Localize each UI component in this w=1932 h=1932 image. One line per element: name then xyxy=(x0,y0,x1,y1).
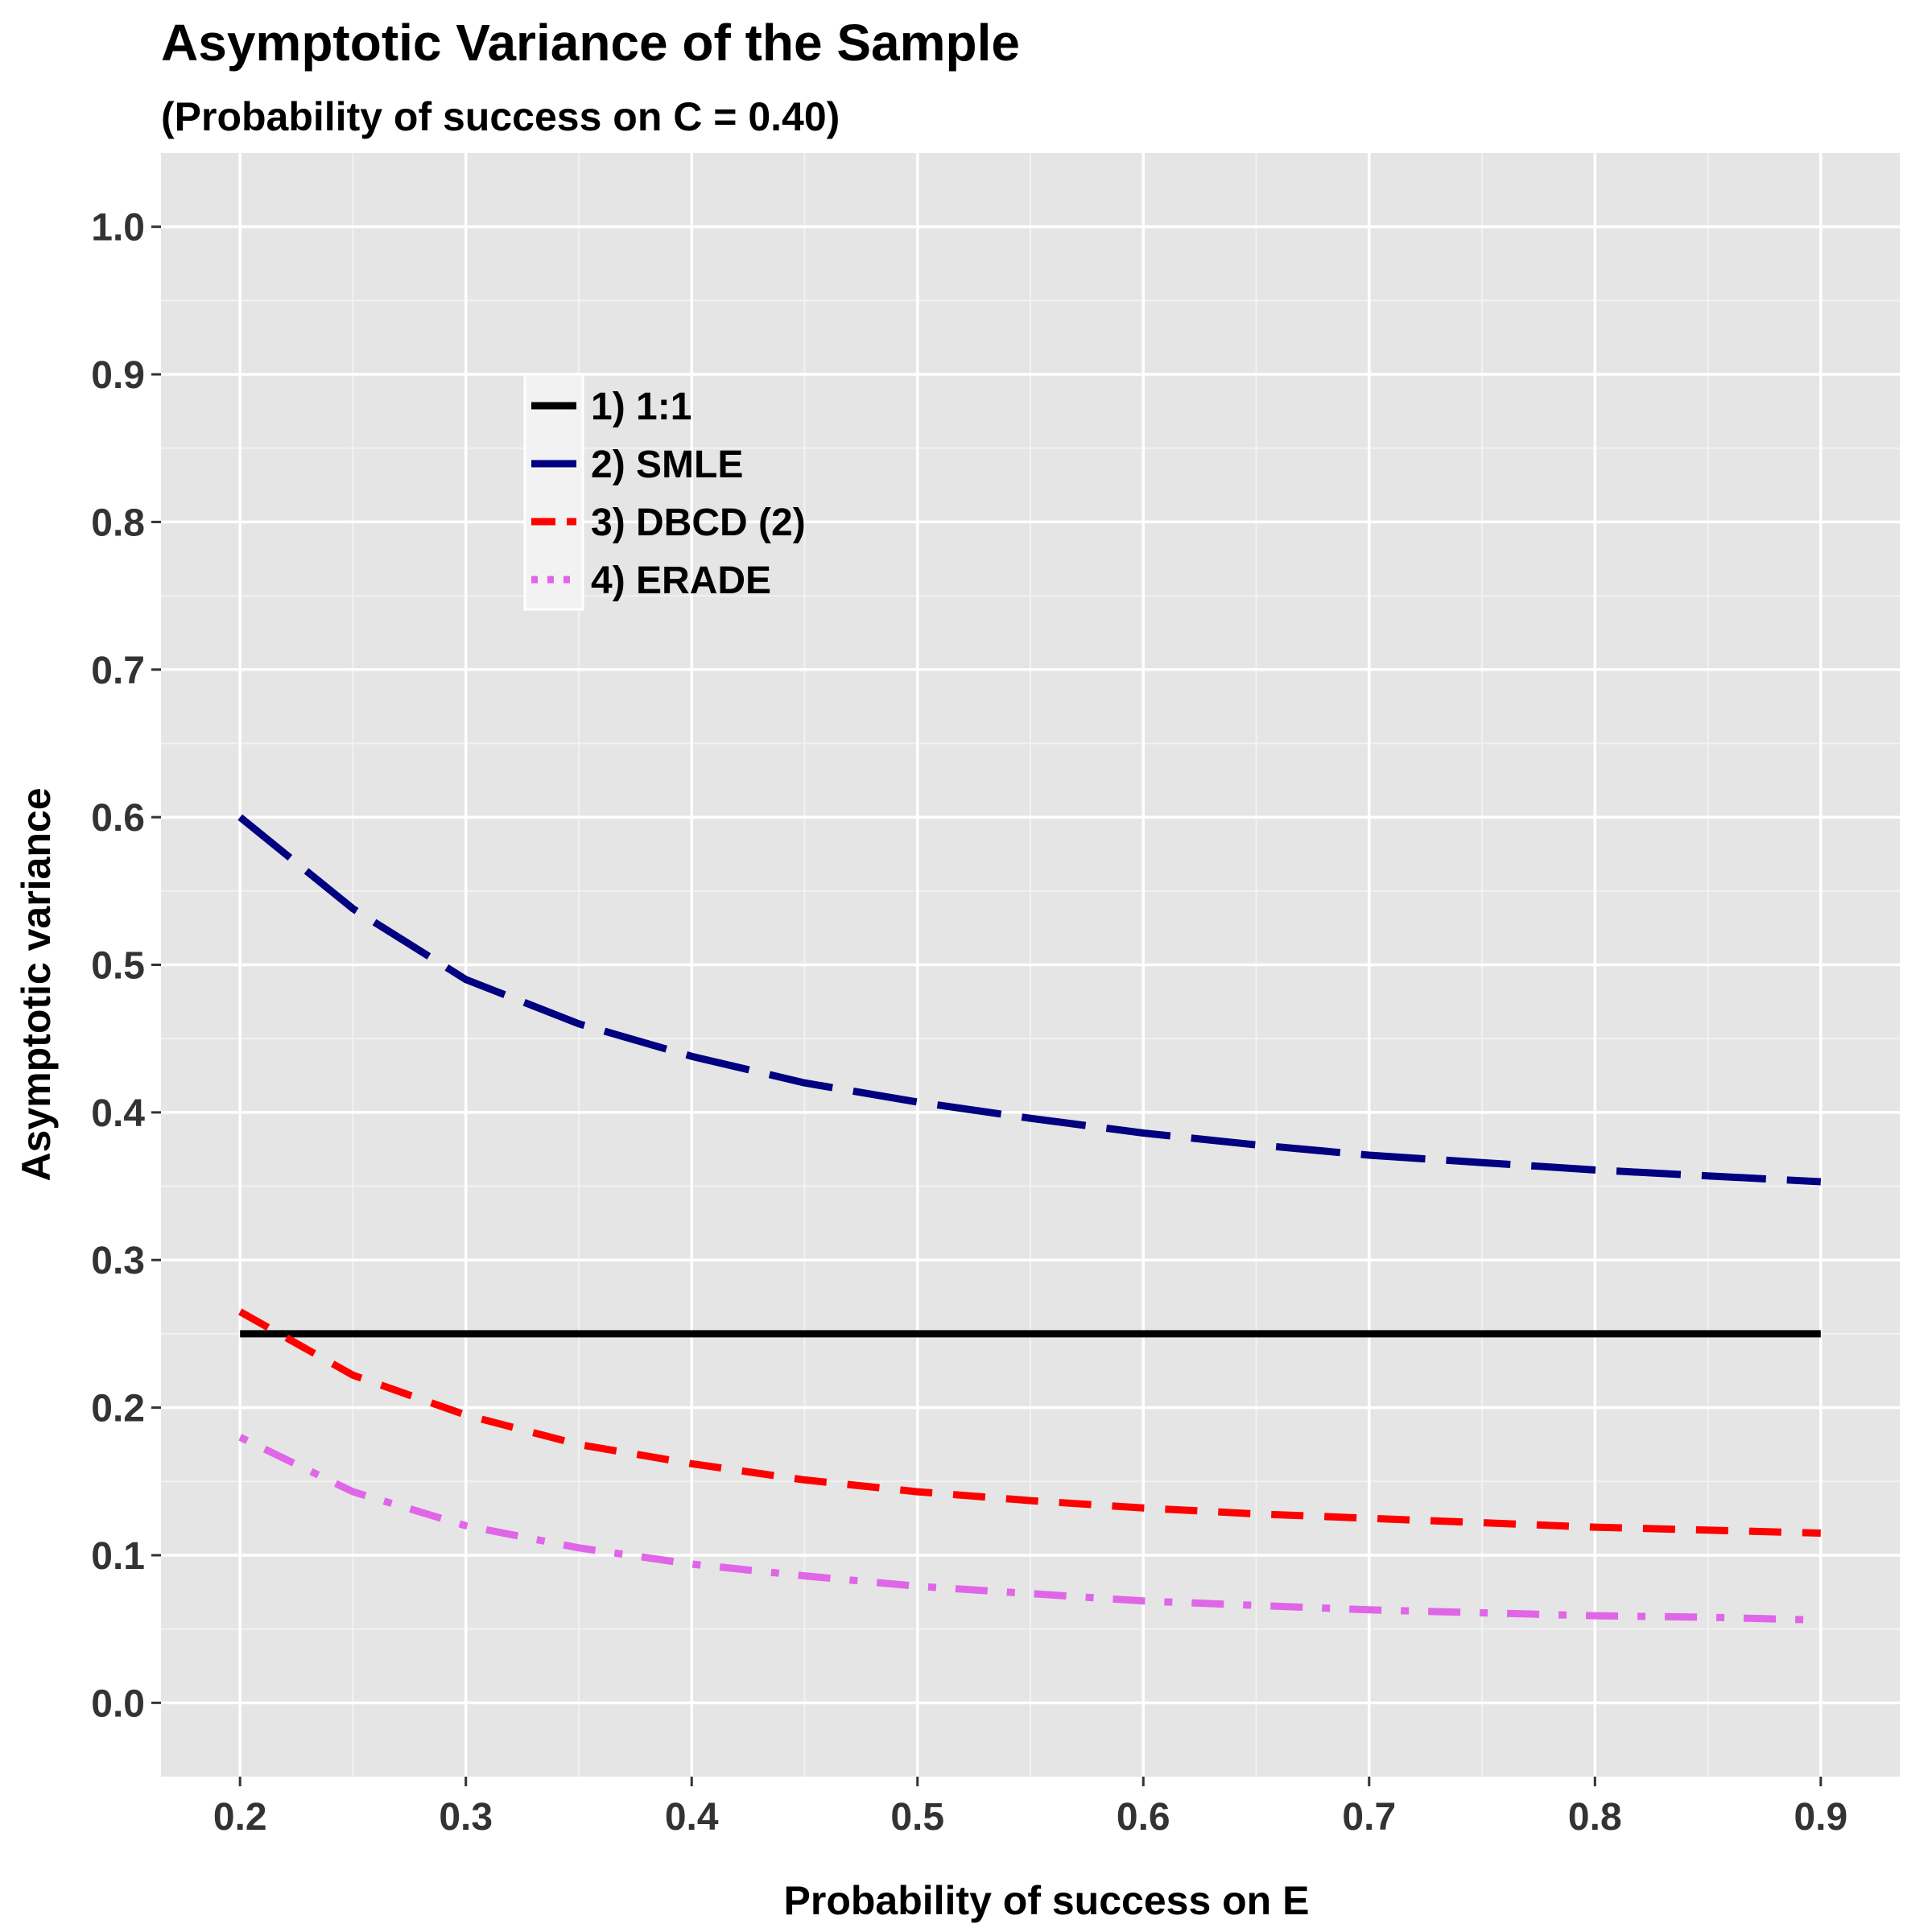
y-tick-label: 0.3 xyxy=(91,1240,145,1282)
x-tick-label: 0.9 xyxy=(1794,1796,1847,1839)
y-tick-label: 0.2 xyxy=(91,1388,145,1430)
series-line-3 xyxy=(237,1308,1821,1537)
x-tick-label: 0.4 xyxy=(665,1796,719,1839)
y-tick-label: 0.7 xyxy=(91,650,145,692)
y-tick-label: 0.5 xyxy=(91,945,145,988)
y-tick-label: 0.6 xyxy=(91,797,145,840)
x-tick-label: 0.8 xyxy=(1568,1796,1622,1839)
legend-label-4: 4) ERADE xyxy=(591,559,771,602)
legend-label-3: 3) DBCD (2) xyxy=(591,502,806,544)
y-tick-label: 1.0 xyxy=(91,207,145,250)
x-tick-label: 0.6 xyxy=(1117,1796,1170,1839)
chart-title: Asymptotic Variance of the Sample xyxy=(161,14,1020,72)
y-tick-label: 0.1 xyxy=(91,1535,145,1578)
y-axis-ticks: 0.0 0.1 0.2 0.3 0.4 0.5 0.6 0.7 0.8 0.9 1.0 xyxy=(91,207,161,1725)
legend-key-box xyxy=(523,373,584,611)
legend: 1) 1:1 2) SMLE 3) DBCD (2) 4) ERADE xyxy=(523,373,806,611)
grid-major xyxy=(161,153,1900,1777)
series-line-4 xyxy=(238,1434,1821,1624)
y-axis-title: Asymptotic variance xyxy=(14,787,59,1181)
series-layer xyxy=(237,814,1822,1624)
x-tick-label: 0.2 xyxy=(213,1796,267,1839)
y-tick-label: 0.4 xyxy=(91,1092,145,1135)
series-line-2 xyxy=(237,814,1822,1186)
y-tick-label: 0.8 xyxy=(91,502,145,544)
y-tick-label: 0.9 xyxy=(91,354,145,397)
legend-label-2: 2) SMLE xyxy=(591,444,743,486)
x-tick-label: 0.3 xyxy=(439,1796,493,1839)
x-axis-ticks: 0.2 0.3 0.4 0.5 0.6 0.7 0.8 0.9 xyxy=(213,1777,1847,1839)
chart-subtitle: (Probability of success on C = 0.40) xyxy=(161,94,840,139)
legend-label-1: 1) 1:1 xyxy=(591,386,691,428)
x-tick-label: 0.5 xyxy=(890,1796,944,1839)
x-tick-label: 0.7 xyxy=(1342,1796,1396,1839)
y-tick-label: 0.0 xyxy=(91,1682,145,1725)
x-axis-title: Probability of success on E xyxy=(784,1878,1310,1923)
